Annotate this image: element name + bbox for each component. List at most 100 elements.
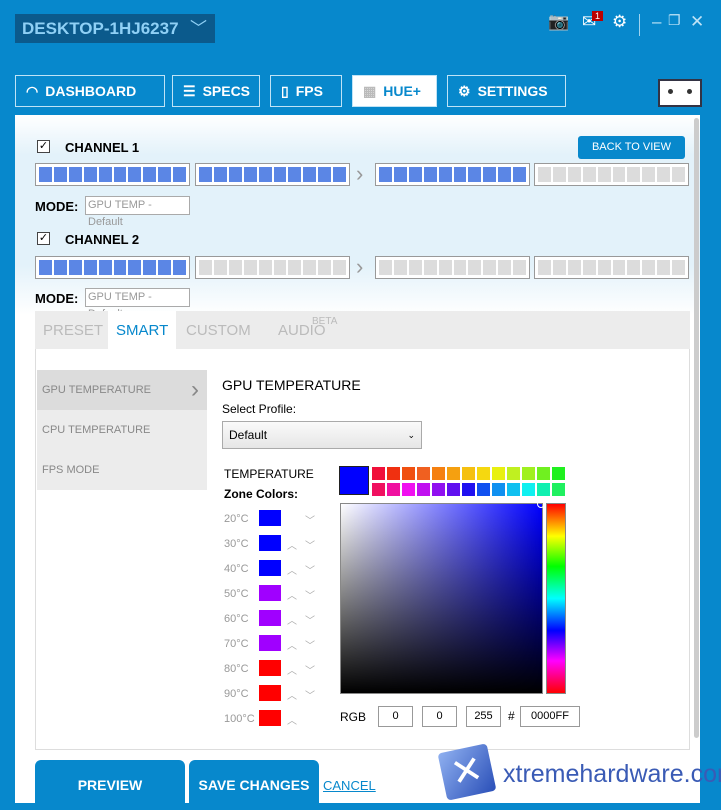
channel-checkbox[interactable]: ✓ [37, 140, 50, 153]
chevron-down-icon[interactable]: ﹀ [305, 541, 315, 552]
palette-swatch[interactable] [447, 483, 460, 496]
camera-icon[interactable]: 📷 [548, 12, 570, 31]
led-strip[interactable] [534, 256, 689, 279]
zone-color-swatch[interactable] [259, 710, 281, 726]
chevron-down-icon[interactable]: ﹀ [305, 566, 315, 577]
mode-field[interactable]: GPU TEMP - Default [85, 196, 190, 228]
palette-swatch[interactable] [522, 483, 535, 496]
palette-swatch[interactable] [402, 467, 415, 480]
palette-swatch[interactable] [402, 483, 415, 496]
zone-color-swatch[interactable] [259, 635, 281, 651]
palette-swatch[interactable] [477, 467, 490, 480]
picker-handle[interactable] [537, 500, 545, 508]
chevron-up-icon[interactable]: ︿ [287, 616, 297, 627]
close-icon[interactable]: ✕ [690, 12, 705, 31]
subtab-audio[interactable]: AUDIO [270, 311, 334, 349]
tab-settings[interactable]: ⚙ SETTINGS [447, 75, 566, 107]
palette-swatch[interactable] [522, 467, 535, 480]
palette-swatch[interactable] [372, 467, 385, 480]
zone-color-swatch[interactable] [259, 660, 281, 676]
hue-slider[interactable] [546, 503, 566, 694]
palette-swatch[interactable] [417, 467, 430, 480]
zone-color-swatch[interactable] [259, 560, 281, 576]
palette-swatch[interactable] [432, 483, 445, 496]
zone-color-swatch[interactable] [259, 610, 281, 626]
led-strip[interactable] [35, 256, 190, 279]
chevron-down-icon[interactable]: ﹀ [305, 691, 315, 702]
blue-input[interactable]: 255 [466, 706, 501, 727]
cancel-link[interactable]: CANCEL [323, 778, 376, 793]
chevron-up-icon[interactable]: ︿ [287, 716, 297, 727]
hex-input[interactable]: 0000FF [520, 706, 580, 727]
minimize-icon[interactable]: – [652, 12, 662, 31]
chevron-down-icon[interactable]: ﹀ [305, 641, 315, 652]
led [612, 260, 626, 275]
led-strip[interactable] [375, 163, 530, 186]
robot-icon[interactable] [658, 79, 702, 107]
palette-swatch[interactable] [447, 467, 460, 480]
palette-swatch[interactable] [492, 467, 505, 480]
led-strip[interactable] [35, 163, 190, 186]
led [393, 167, 407, 182]
back-to-view-button[interactable]: BACK TO VIEW [578, 136, 685, 159]
palette-swatch[interactable] [462, 483, 475, 496]
saturation-value-field[interactable] [340, 503, 543, 694]
palette-swatch[interactable] [387, 483, 400, 496]
profile-select[interactable]: Default ⌄ [222, 421, 422, 449]
led-strip[interactable] [375, 256, 530, 279]
palette-swatch[interactable] [492, 483, 505, 496]
subtab-custom[interactable]: CUSTOM [178, 311, 259, 349]
led [333, 260, 347, 275]
tab-dashboard[interactable]: ◠ DASHBOARD [15, 75, 165, 107]
palette-swatch[interactable] [507, 483, 520, 496]
palette-swatch[interactable] [537, 467, 550, 480]
subtab-preset[interactable]: PRESET [35, 311, 111, 349]
chevron-down-icon[interactable]: ﹀ [305, 516, 315, 527]
palette-swatch[interactable] [537, 483, 550, 496]
chevron-down-icon[interactable]: ﹀ [305, 591, 315, 602]
chevron-up-icon[interactable]: ︿ [287, 666, 297, 677]
zone-color-swatch[interactable] [259, 510, 281, 526]
palette-swatch[interactable] [372, 483, 385, 496]
chevron-down-icon[interactable]: ﹀ [305, 616, 315, 627]
palette-swatch[interactable] [432, 467, 445, 480]
menu-item[interactable]: GPU TEMPERATURE › [37, 370, 207, 410]
chevron-down-icon[interactable]: ﹀ [305, 666, 315, 677]
palette-swatch[interactable] [552, 467, 565, 480]
menu-item[interactable]: CPU TEMPERATURE [37, 410, 207, 450]
palette-swatch[interactable] [507, 467, 520, 480]
zone-color-swatch[interactable] [259, 535, 281, 551]
mode-field[interactable]: GPU TEMP - Default [85, 288, 190, 320]
channel-checkbox[interactable]: ✓ [37, 232, 50, 245]
palette-swatch[interactable] [477, 483, 490, 496]
red-input[interactable]: 0 [378, 706, 413, 727]
tab-specs[interactable]: ☰ SPECS [172, 75, 260, 107]
restore-icon[interactable]: ❐ [668, 12, 681, 28]
menu-item[interactable]: FPS MODE [37, 450, 207, 490]
palette-swatch[interactable] [387, 467, 400, 480]
palette-swatch[interactable] [417, 483, 430, 496]
save-changes-button[interactable]: SAVE CHANGES [189, 760, 319, 804]
scrollbar[interactable] [694, 118, 699, 738]
led [627, 260, 641, 275]
green-input[interactable]: 0 [422, 706, 457, 727]
subtab-smart[interactable]: SMART [108, 311, 177, 349]
gear-icon[interactable]: ⚙ [612, 12, 628, 31]
tab-hue-plus[interactable]: ▦ HUE+ [352, 75, 437, 107]
palette-swatch[interactable] [462, 467, 475, 480]
led-strip[interactable] [195, 163, 350, 186]
led-strip[interactable] [195, 256, 350, 279]
tab-fps[interactable]: ▯ FPS [270, 75, 342, 107]
chevron-up-icon[interactable]: ︿ [287, 541, 297, 552]
device-selector[interactable]: DESKTOP-1HJ6237 ﹀ [15, 14, 215, 43]
chevron-up-icon[interactable]: ︿ [287, 591, 297, 602]
preview-button[interactable]: PREVIEW [35, 760, 185, 804]
chevron-up-icon[interactable]: ︿ [287, 641, 297, 652]
chevron-up-icon[interactable]: ︿ [287, 566, 297, 577]
led [228, 260, 242, 275]
led-strip[interactable] [534, 163, 689, 186]
zone-color-swatch[interactable] [259, 685, 281, 701]
palette-swatch[interactable] [552, 483, 565, 496]
zone-color-swatch[interactable] [259, 585, 281, 601]
chevron-up-icon[interactable]: ︿ [287, 691, 297, 702]
